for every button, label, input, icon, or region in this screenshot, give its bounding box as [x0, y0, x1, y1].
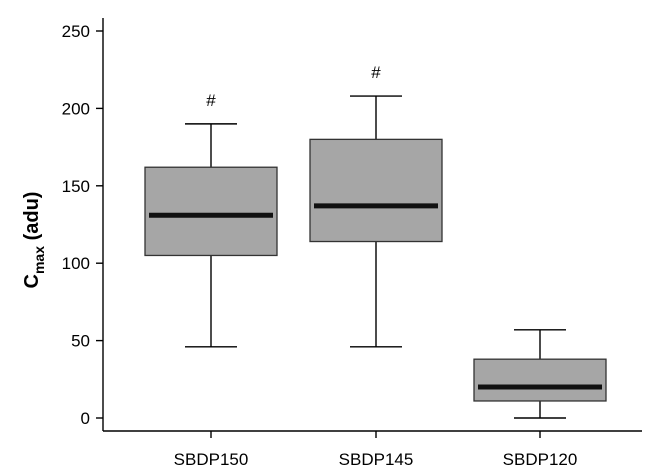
x-tick-label: SBDP120: [503, 450, 578, 469]
x-tick-label: SBDP150: [174, 450, 249, 469]
axes: [102, 18, 642, 432]
y-tick-label: 150: [62, 177, 90, 196]
y-tick-label: 0: [81, 409, 90, 428]
box-sbdp120: [473, 329, 607, 419]
x-tick-label: SBDP145: [339, 450, 414, 469]
significance-marker: #: [371, 63, 381, 82]
significance-marker: #: [206, 91, 216, 110]
y-axis-label-subscript: max: [31, 246, 47, 274]
box-sbdp150: #: [144, 91, 278, 348]
y-tick-label: 50: [71, 332, 90, 351]
y-axis-label-main: C: [21, 274, 43, 288]
iqr-box: [309, 138, 443, 243]
iqr-box: [144, 166, 278, 257]
box-sbdp145: #: [309, 63, 443, 348]
y-tick-label: 200: [62, 99, 90, 118]
iqr-box: [473, 358, 607, 402]
y-tick-label: 100: [62, 254, 90, 273]
y-ticks: 0 50 100 150 200 250: [62, 22, 103, 428]
y-axis-label: Cmax (adu): [21, 192, 47, 289]
y-axis-label-unit: (adu): [21, 192, 43, 241]
x-tick-labels: SBDP150 SBDP145 SBDP120: [174, 431, 578, 469]
boxes: ##: [144, 63, 607, 419]
y-tick-label: 250: [62, 22, 90, 41]
